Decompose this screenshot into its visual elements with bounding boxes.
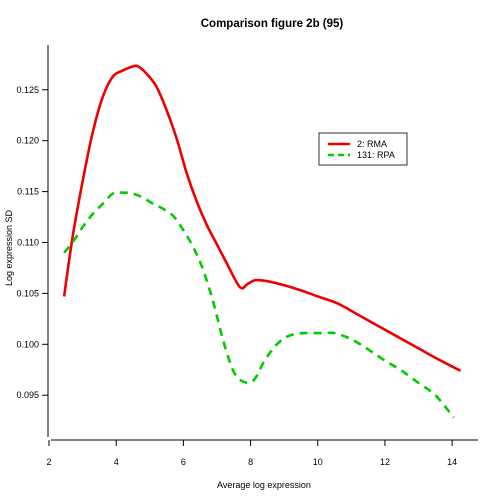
y-tick-label: 0.120 bbox=[16, 136, 39, 146]
series-line-rpa bbox=[63, 191, 455, 419]
legend-label-rpa: 131: RPA bbox=[357, 150, 395, 160]
series-line-rma bbox=[62, 64, 462, 372]
y-tick-label: 0.115 bbox=[17, 187, 39, 197]
x-tick-label: 12 bbox=[380, 457, 390, 467]
x-tick-label: 10 bbox=[313, 457, 323, 467]
legend-box bbox=[318, 132, 408, 166]
chart-title: Comparison figure 2b (95) bbox=[201, 18, 344, 30]
x-tick-label: 4 bbox=[114, 457, 119, 467]
y-axis-ticks: 0.095 0.100 0.105 0.110 0.115 0.120 0.125 bbox=[16, 85, 48, 400]
y-tick-label: 0.110 bbox=[17, 238, 39, 248]
plot-area bbox=[62, 64, 462, 419]
y-tick-label: 0.100 bbox=[16, 339, 39, 349]
y-tick-label: 0.105 bbox=[16, 288, 39, 298]
x-tick-label: 6 bbox=[181, 457, 186, 467]
x-tick-label: 14 bbox=[447, 457, 457, 467]
x-tick-label: 8 bbox=[248, 457, 253, 467]
x-axis-ticks: 2 4 6 8 10 12 14 bbox=[47, 440, 457, 467]
y-axis-title: Log expression SD bbox=[4, 209, 14, 286]
legend-label-rma: 2: RMA bbox=[357, 139, 387, 149]
legend: 2: RMA 131: RPA bbox=[318, 132, 408, 166]
x-axis-title: Average log expression bbox=[217, 480, 311, 490]
y-tick-label: 0.095 bbox=[16, 390, 39, 400]
y-tick-label: 0.125 bbox=[16, 85, 39, 95]
x-tick-label: 2 bbox=[47, 457, 52, 467]
